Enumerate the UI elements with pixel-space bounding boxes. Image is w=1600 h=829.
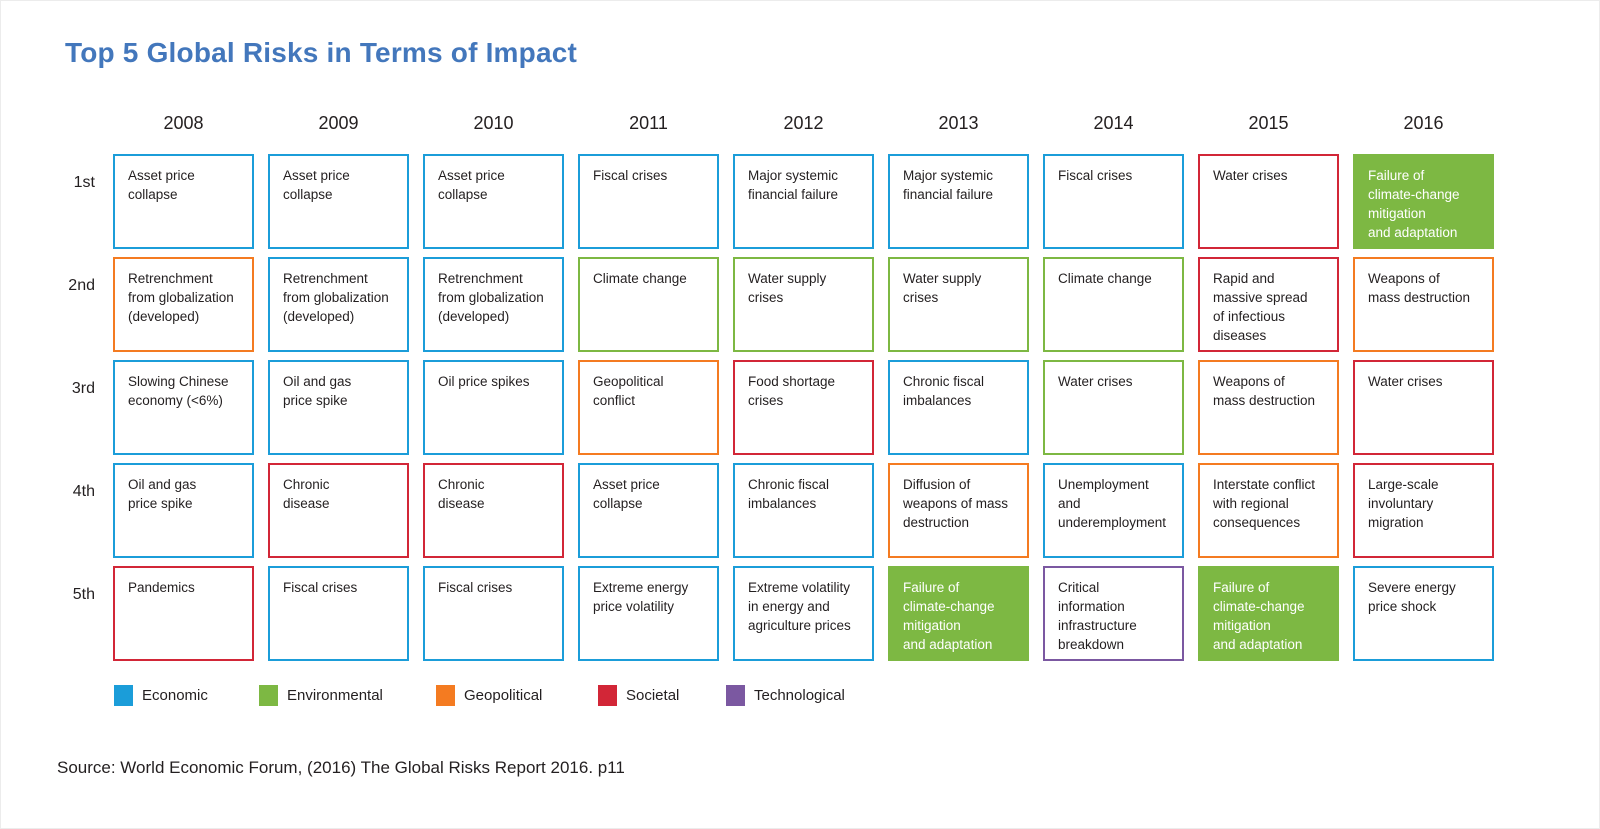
- risk-cell: Asset price collapse: [113, 154, 254, 249]
- risk-cell: Water supply crises: [733, 257, 874, 352]
- legend-label-environmental: Environmental: [287, 687, 383, 704]
- risk-cell: Interstate conflict with regional conseq…: [1198, 463, 1339, 558]
- risk-cell: Extreme energy price volatility: [578, 566, 719, 661]
- risk-cell: Extreme volatility in energy and agricul…: [733, 566, 874, 661]
- legend: Economic Environmental Geopolitical Societa…: [1, 685, 1599, 709]
- rank-label: 1st: [73, 174, 95, 191]
- rank-label: 5th: [72, 586, 95, 603]
- legend-item-technological: Technological: [726, 685, 845, 706]
- risk-cell: Oil and gas price spike: [113, 463, 254, 558]
- risk-cell: Weapons of mass destruction: [1353, 257, 1494, 352]
- risk-cell: Asset price collapse: [268, 154, 409, 249]
- year-header: 2016: [1403, 113, 1444, 133]
- geopolitical-swatch-icon: [436, 685, 455, 706]
- rank-label: 4th: [72, 483, 95, 500]
- risk-cell: Chronic disease: [423, 463, 564, 558]
- risk-cell: Asset price collapse: [423, 154, 564, 249]
- year-header: 2013: [938, 113, 979, 133]
- risk-cell: Oil price spikes: [423, 360, 564, 455]
- legend-item-geopolitical: Geopolitical: [436, 685, 542, 706]
- year-header: 2012: [783, 113, 824, 133]
- risk-cell: Water crises: [1043, 360, 1184, 455]
- economic-swatch-icon: [114, 685, 133, 706]
- year-header: 2015: [1248, 113, 1289, 133]
- societal-swatch-icon: [598, 685, 617, 706]
- risk-cell: Critical information infrastructure brea…: [1043, 566, 1184, 661]
- risk-cell: Water crises: [1353, 360, 1494, 455]
- risk-cell: Water supply crises: [888, 257, 1029, 352]
- risk-cell: Asset price collapse: [578, 463, 719, 558]
- risk-cell: Retrenchment from globalization (develop…: [268, 257, 409, 352]
- risk-cell: Large-scale involuntary migration: [1353, 463, 1494, 558]
- risk-cell: Slowing Chinese economy (<6%): [113, 360, 254, 455]
- legend-item-economic: Economic: [114, 685, 208, 706]
- risk-cell: Weapons of mass destruction: [1198, 360, 1339, 455]
- grid-corner: [49, 101, 99, 146]
- risk-cell: Failure of climate-change mitigation and…: [888, 566, 1029, 661]
- year-header: 2009: [318, 113, 359, 133]
- legend-item-societal: Societal: [598, 685, 679, 706]
- risk-cell: Fiscal crises: [268, 566, 409, 661]
- risk-cell: Fiscal crises: [423, 566, 564, 661]
- risk-cell: Rapid and massive spread of infectious d…: [1198, 257, 1339, 352]
- risk-cell: Food shortage crises: [733, 360, 874, 455]
- legend-label-economic: Economic: [142, 687, 208, 704]
- risk-cell: Diffusion of weapons of mass destruction: [888, 463, 1029, 558]
- risk-cell: Pandemics: [113, 566, 254, 661]
- legend-label-technological: Technological: [754, 687, 845, 704]
- rank-label: 3rd: [71, 380, 95, 397]
- risk-cell: Failure of climate-change mitigation and…: [1198, 566, 1339, 661]
- risk-cell: Retrenchment from globalization (develop…: [423, 257, 564, 352]
- risk-cell: Unemployment and underemployment: [1043, 463, 1184, 558]
- risk-cell: Chronic fiscal imbalances: [888, 360, 1029, 455]
- technological-swatch-icon: [726, 685, 745, 706]
- risk-grid: 2008 2009 2010 2011 2012 2013 2014 2015 2016 1st A…: [49, 101, 1494, 661]
- rank-label: 2nd: [68, 277, 95, 294]
- legend-item-environmental: Environmental: [259, 685, 383, 706]
- risk-cell: Failure of climate-change mitigation and…: [1353, 154, 1494, 249]
- year-header: 2014: [1093, 113, 1134, 133]
- risk-cell: Oil and gas price spike: [268, 360, 409, 455]
- risk-cell: Chronic disease: [268, 463, 409, 558]
- risk-cell: Retrenchment from globalization (develop…: [113, 257, 254, 352]
- year-header: 2010: [473, 113, 514, 133]
- source-note: Source: World Economic Forum, (2016) The…: [57, 758, 625, 777]
- risk-cell: Fiscal crises: [1043, 154, 1184, 249]
- risk-cell: Severe energy price shock: [1353, 566, 1494, 661]
- risk-cell: Major systemic financial failure: [733, 154, 874, 249]
- risk-cell: Water crises: [1198, 154, 1339, 249]
- legend-label-geopolitical: Geopolitical: [464, 687, 543, 704]
- figure-title: Top 5 Global Risks in Terms of Impact: [65, 37, 578, 68]
- risk-cell: Major systemic financial failure: [888, 154, 1029, 249]
- legend-label-societal: Societal: [626, 687, 680, 704]
- environmental-swatch-icon: [259, 685, 278, 706]
- risk-cell: Climate change: [1043, 257, 1184, 352]
- risk-cell: Chronic fiscal imbalances: [733, 463, 874, 558]
- risk-cell: Climate change: [578, 257, 719, 352]
- risk-cell: Fiscal crises: [578, 154, 719, 249]
- risk-cell: Geopolitical conflict: [578, 360, 719, 455]
- year-header: 2008: [163, 113, 204, 133]
- year-header: 2011: [629, 113, 668, 133]
